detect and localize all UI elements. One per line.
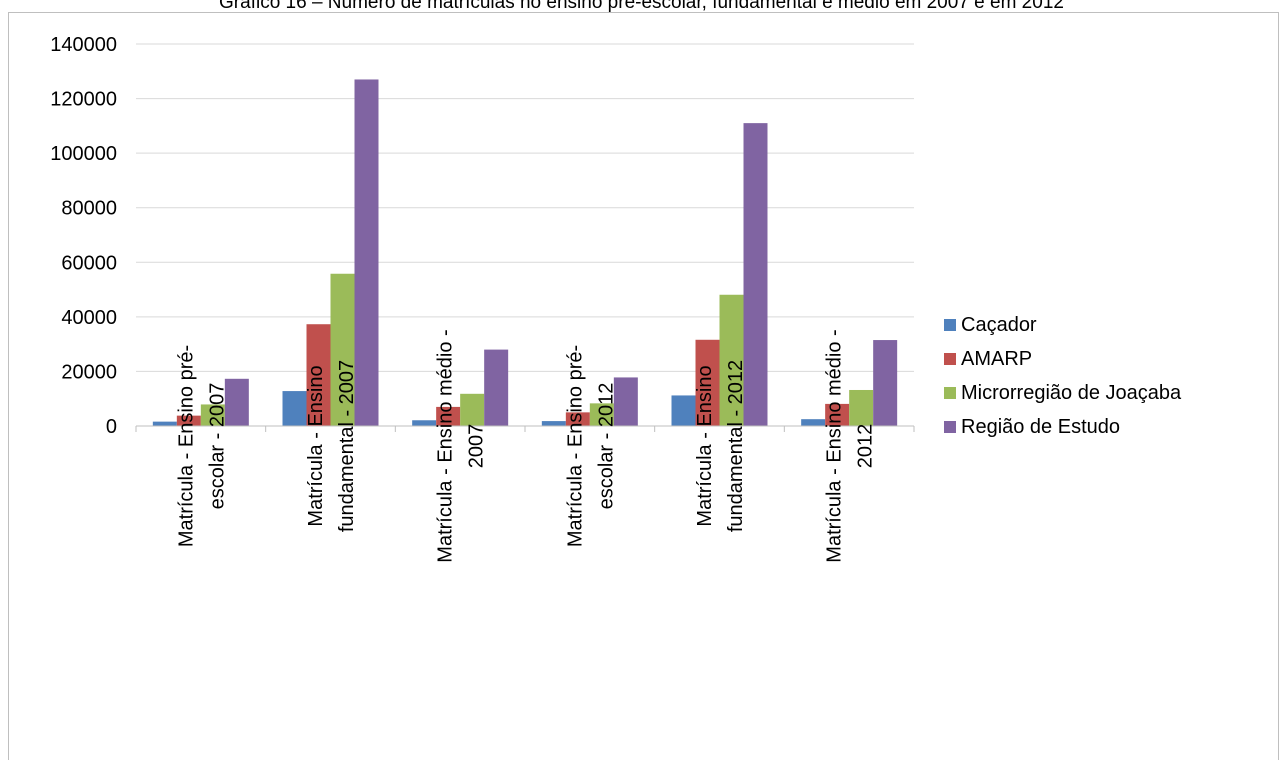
bar-1-5 [825,403,850,426]
x-category-label-line: 2012 [855,424,877,469]
chart-legend: Caçador AMARP Microrregião de Joaçaba Regiã… [944,308,1274,444]
chart-frame [8,12,1279,760]
bar-1-1 [306,324,331,426]
bar-0-1 [282,391,307,426]
bar-0-5 [801,419,826,426]
legend-swatch [944,387,956,399]
x-category-label: Matrícula - Ensino médio - 2007 [435,329,488,562]
bar-2-3 [589,403,614,426]
legend-swatch [944,353,956,365]
bar-3-0 [224,378,249,426]
y-tick-label: 80000 [61,198,117,220]
x-category-label-line: 2007 [466,424,488,469]
x-category-label-line: Matrícula - Ensino [694,365,716,526]
y-tick-label: 60000 [61,252,117,274]
bar-1-0 [176,415,201,426]
legend-label: AMARP [961,347,1033,370]
legend-item: AMARP [944,342,1274,376]
bar-3-1 [354,79,379,426]
legend-label: Região de Estudo [961,415,1121,438]
x-category-label-line: escolar - 2012 [595,383,617,510]
bar-3-5 [873,340,898,426]
bar-2-1 [330,273,355,426]
legend-label: Caçador [961,313,1037,336]
bar-2-5 [849,389,874,426]
x-category-label-line: Matrícula - Ensino pré- [564,345,586,547]
x-category-label-line: fundamental - 2007 [336,360,358,532]
bar-1-2 [436,406,461,426]
bar-1-3 [565,412,590,426]
y-tick-label: 20000 [61,361,117,383]
bar-3-4 [743,123,768,426]
y-tick-label: 120000 [50,89,117,111]
x-category-label-line: Matrícula - Ensino [305,365,327,526]
y-tick-label: 140000 [50,34,117,56]
x-category-label-line: escolar - 2007 [206,383,228,510]
x-category-label-line: Matrícula - Ensino pré- [175,345,197,547]
legend-label: Microrregião de Joaçaba [961,381,1182,404]
legend-item: Microrregião de Joaçaba [944,376,1274,410]
legend-item: Caçador [944,308,1274,342]
bar-2-2 [460,393,485,426]
bar-2-0 [200,404,225,426]
x-category-label: Matrícula - Ensino pré-escolar - 2012 [564,345,617,547]
bar-0-2 [412,420,437,426]
x-category-label: Matrícula - Ensino fundamental - 2012 [694,360,747,532]
legend-swatch [944,319,956,331]
x-category-label-line: Matrícula - Ensino médio - [824,329,846,562]
bar-0-0 [152,421,177,426]
bar-0-4 [671,395,696,426]
legend-swatch [944,421,956,433]
x-category-label: Matrícula - Ensino médio - 2012 [824,329,877,562]
bar-3-2 [484,349,509,426]
legend-item: Região de Estudo [944,410,1274,444]
y-tick-label: 0 [106,416,117,438]
x-category-label: Matrícula - Ensino pré-escolar - 2007 [175,345,228,547]
chart-title: Gráfico 16 – Número de matrículas no ens… [219,0,1064,13]
x-category-label-line: Matrícula - Ensino médio - [435,329,457,562]
y-tick-label: 100000 [50,143,117,165]
bar-1-4 [695,339,720,426]
bar-2-4 [719,294,744,426]
x-category-label: Matrícula - Ensino fundamental - 2007 [305,360,358,532]
x-category-label-line: fundamental - 2012 [725,360,747,532]
bar-0-3 [541,421,566,426]
y-tick-label: 40000 [61,307,117,329]
bar-3-3 [613,377,638,426]
